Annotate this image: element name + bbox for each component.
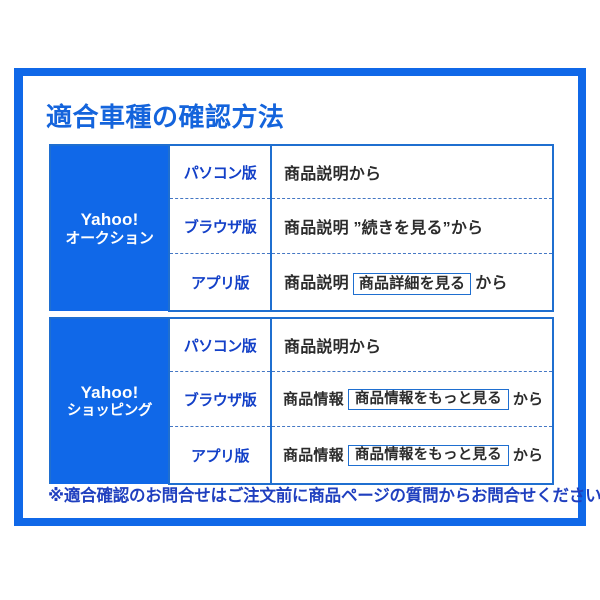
content-panel: 適合車種の確認方法 Yahoo! オークション パソコン版 商品説明から ブラウ… (23, 76, 600, 518)
instruction-cell: 商品情報 商品情報をもっと見る から (271, 426, 554, 485)
instruction-suffix: から (512, 446, 544, 464)
instruction-suffix: から (512, 390, 544, 408)
ui-button-reference: 商品情報をもっと見る (347, 444, 509, 467)
table-row: アプリ版 商品情報 商品情報をもっと見る から (50, 426, 554, 485)
service-cell-shopping: Yahoo! ショッピング (49, 317, 170, 484)
instruction-cell: 商品説明 ”続きを見る”から (271, 198, 554, 254)
service-name-line1: Yahoo! (80, 382, 139, 402)
platform-label-app: アプリ版 (169, 253, 272, 312)
instruction-prefix: 商品情報 (283, 390, 344, 408)
table-row: Yahoo! ショッピング パソコン版 商品説明から (49, 317, 554, 484)
outer-blue-frame: 適合車種の確認方法 Yahoo! オークション パソコン版 商品説明から ブラウ… (14, 68, 600, 526)
platform-label-browser: ブラウザ版 (169, 371, 272, 427)
instruction-prefix: 商品説明から (284, 339, 382, 356)
instruction-suffix: から (475, 275, 508, 293)
table-row: Yahoo! オークション パソコン版 商品説明から (49, 144, 554, 311)
instruction-prefix: 商品説明 (284, 275, 349, 293)
service-name-line2: ショッピング (66, 402, 153, 419)
page-title: 適合車種の確認方法 (46, 102, 285, 132)
table-row: アプリ版 商品説明 商品詳細を見る から (50, 253, 554, 312)
service-name-line1: Yahoo! (80, 209, 139, 229)
platform-label-browser: ブラウザ版 (169, 198, 272, 254)
service-cell-auction: Yahoo! オークション (49, 144, 170, 311)
instruction-cell: 商品説明から (271, 144, 554, 199)
platform-label-pc: パソコン版 (169, 144, 272, 199)
instruction-prefix: 商品説明から (284, 166, 382, 183)
platform-label-pc: パソコン版 (169, 317, 272, 372)
table-row: ブラウザ版 商品情報 商品情報をもっと見る から (50, 371, 554, 427)
table-row: ブラウザ版 商品説明 ”続きを見る”から (50, 198, 554, 254)
instruction-cell: 商品情報 商品情報をもっと見る から (271, 371, 554, 427)
instruction-prefix: 商品情報 (283, 446, 344, 464)
instruction-prefix: 商品説明 ”続きを見る”から (284, 220, 484, 237)
section-divider (50, 311, 553, 318)
compatibility-table: Yahoo! オークション パソコン版 商品説明から ブラウザ版 商品説明 ”続… (49, 144, 554, 485)
instruction-cell: 商品説明から (271, 317, 554, 372)
ui-button-reference: 商品詳細を見る (352, 272, 472, 295)
platform-label-app: アプリ版 (169, 426, 272, 485)
service-name-line2: オークション (65, 229, 154, 247)
ui-button-reference: 商品情報をもっと見る (347, 388, 509, 411)
instruction-cell: 商品説明 商品詳細を見る から (271, 253, 554, 312)
footer-note: ※適合確認のお問合せはご注文前に商品ページの質問からお問合せください。 (48, 487, 600, 505)
